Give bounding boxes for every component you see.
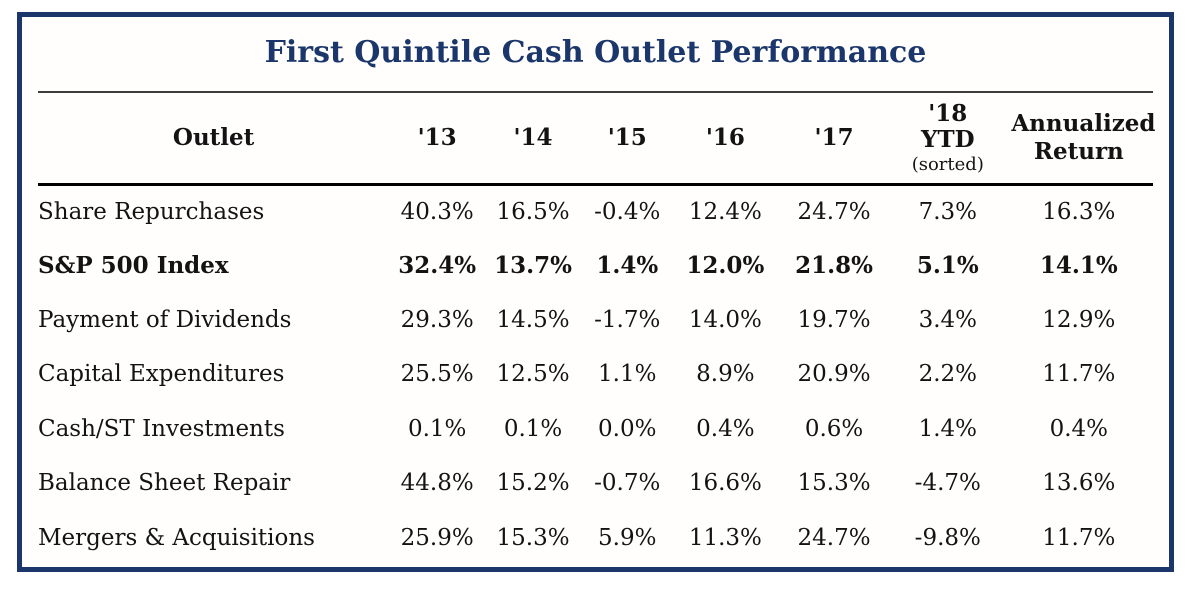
table-card: First Quintile Cash Outlet Performance O…: [17, 12, 1174, 572]
value-cell: 21.8%: [795, 252, 873, 280]
chart-title: First Quintile Cash Outlet Performance: [264, 35, 927, 70]
value-cell: 1.4%: [596, 252, 659, 280]
value-cell: 15.2%: [496, 470, 570, 497]
outlet-cell: Mergers & Acquisitions: [38, 524, 315, 551]
table-row-capital-expenditures: Capital Expenditures 25.5% 12.5% 1.1% 8.…: [38, 347, 1153, 401]
value-cell: 0.6%: [804, 415, 864, 442]
outlet-cell: Share Repurchases: [38, 198, 265, 225]
value-cell: 12.4%: [688, 198, 762, 225]
value-cell: 14.5%: [496, 306, 570, 333]
value-cell: 20.9%: [797, 361, 871, 388]
value-cell: 24.7%: [797, 524, 871, 551]
value-cell: 5.9%: [598, 524, 657, 551]
performance-table: Outlet '13 '14 '15 '16 '17 '18 YTD (sort…: [38, 91, 1156, 565]
column-header-outlet: Outlet: [38, 91, 390, 186]
value-cell: 0.0%: [598, 415, 657, 442]
value-cell: 0.1%: [407, 415, 467, 442]
column-header-15: '15: [580, 91, 674, 186]
value-cell: 0.1%: [503, 415, 563, 442]
value-cell: 12.9%: [1042, 306, 1116, 333]
value-cell: 44.8%: [400, 470, 474, 497]
value-cell: 14.1%: [1039, 252, 1118, 280]
column-header-18ytd: '18 YTD (sorted): [890, 91, 1005, 186]
table-header: Outlet '13 '14 '15 '16 '17 '18 YTD (sort…: [38, 91, 1156, 186]
value-cell: 7.3%: [918, 198, 977, 225]
column-header-14: '14: [485, 91, 581, 186]
value-cell: -4.7%: [914, 470, 981, 497]
value-cell: 1.1%: [598, 361, 657, 388]
value-cell: -0.7%: [594, 470, 661, 497]
value-cell: 12.5%: [496, 361, 570, 388]
table-row-mergers-acquisitions: Mergers & Acquisitions 25.9% 15.3% 5.9% …: [38, 510, 1153, 564]
table-row-payment-of-dividends: Payment of Dividends 29.3% 14.5% -1.7% 1…: [38, 293, 1153, 347]
value-cell: 5.1%: [916, 252, 979, 280]
value-cell: 0.4%: [696, 415, 755, 442]
table-row-cash-st-investments: Cash/ST Investments 0.1% 0.1% 0.0% 0.4% …: [38, 402, 1153, 456]
value-cell: 8.9%: [696, 361, 755, 388]
value-cell: 0.4%: [1049, 415, 1109, 442]
value-cell: 16.6%: [688, 470, 762, 497]
value-cell: 3.4%: [918, 306, 977, 333]
outlet-cell: Cash/ST Investments: [38, 415, 285, 442]
value-cell: 13.6%: [1042, 470, 1116, 497]
value-cell: -9.8%: [914, 524, 981, 551]
value-cell: 25.5%: [400, 361, 474, 388]
value-cell: 1.4%: [918, 415, 977, 442]
value-cell: 15.3%: [496, 524, 570, 551]
value-cell: 2.2%: [918, 361, 977, 388]
outlet-cell: Payment of Dividends: [38, 306, 292, 333]
value-cell: 25.9%: [400, 524, 474, 551]
annualized-label: Annualized Return: [1011, 110, 1156, 165]
table-row-balance-sheet-repair: Balance Sheet Repair 44.8% 15.2% -0.7% 1…: [38, 456, 1153, 510]
header-row: Outlet '13 '14 '15 '16 '17 '18 YTD (sort…: [38, 91, 1156, 186]
column-header-13: '13: [389, 91, 486, 186]
value-cell: 11.3%: [688, 524, 762, 551]
value-cell: 16.3%: [1042, 198, 1116, 225]
outlet-cell: S&P 500 Index: [38, 252, 229, 280]
value-cell: -1.7%: [594, 306, 661, 333]
value-cell: -0.4%: [594, 198, 661, 225]
value-cell: 11.7%: [1042, 361, 1116, 388]
value-cell: 11.7%: [1042, 524, 1116, 551]
column-header-16: '16: [673, 91, 778, 186]
ytd-sorted-note: (sorted): [911, 153, 984, 175]
outlet-cell: Capital Expenditures: [38, 361, 285, 388]
value-cell: 40.3%: [400, 198, 474, 225]
table-card-inner: First Quintile Cash Outlet Performance O…: [22, 17, 1169, 565]
value-cell: 16.5%: [496, 198, 570, 225]
value-cell: 12.0%: [686, 252, 765, 280]
table-body: Share Repurchases 40.3% 16.5% -0.4% 12.4…: [38, 184, 1153, 565]
value-cell: 29.3%: [400, 306, 474, 333]
column-header-annualized: Annualized Return: [1004, 91, 1156, 186]
value-cell: 13.7%: [494, 252, 572, 280]
column-header-17: '17: [777, 91, 891, 186]
table-row-share-repurchases: Share Repurchases 40.3% 16.5% -0.4% 12.4…: [38, 184, 1153, 238]
ytd-label: '18 YTD: [921, 99, 975, 154]
value-cell: 14.0%: [688, 306, 762, 333]
outlet-cell: Balance Sheet Repair: [38, 470, 291, 497]
table-row-sp500-index: S&P 500 Index 32.4% 13.7% 1.4% 12.0% 21.…: [38, 238, 1153, 292]
value-cell: 32.4%: [398, 252, 477, 280]
value-cell: 24.7%: [797, 198, 871, 225]
value-cell: 19.7%: [797, 306, 871, 333]
value-cell: 15.3%: [797, 470, 871, 497]
